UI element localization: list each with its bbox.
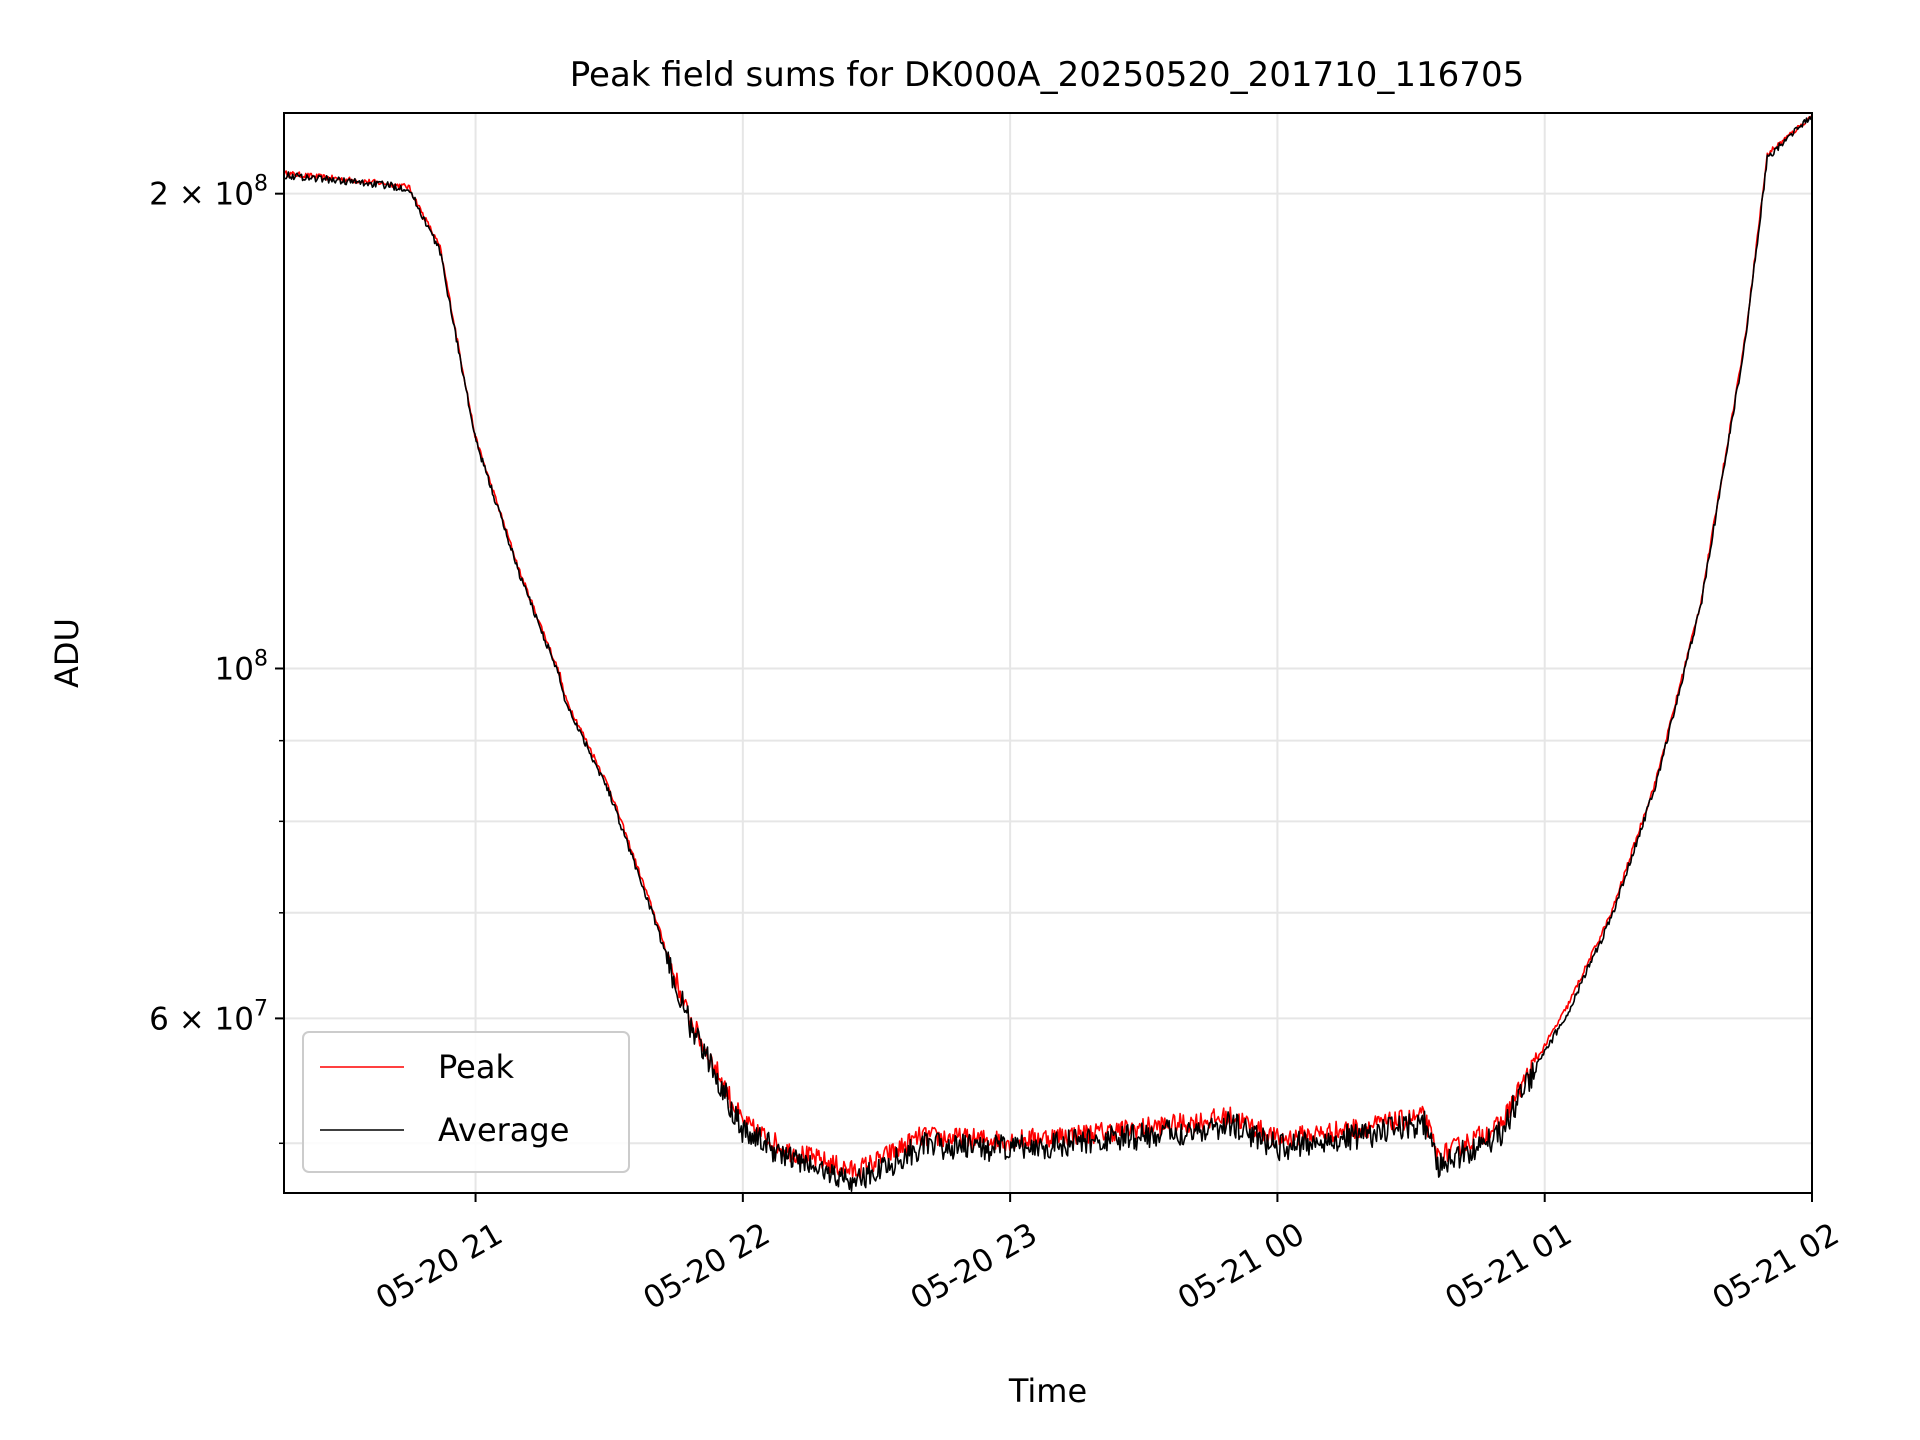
y-tick-label: 2 × 108 bbox=[149, 172, 268, 213]
legend: Peak Average bbox=[302, 1031, 630, 1173]
y-axis-label: ADU bbox=[48, 618, 86, 688]
series-line-average bbox=[283, 116, 1813, 1192]
legend-peak-label: Peak bbox=[438, 1048, 514, 1086]
legend-average-label: Average bbox=[438, 1111, 569, 1149]
series-layer bbox=[283, 113, 1813, 1192]
x-axis-label: Time bbox=[1008, 1372, 1087, 1410]
y-tick-label: 6 × 107 bbox=[149, 996, 268, 1037]
chart-title: Peak field sums for DK000A_20250520_2017… bbox=[570, 55, 1524, 95]
y-tick-label: 108 bbox=[215, 646, 268, 687]
plot-frame bbox=[283, 112, 1813, 1194]
